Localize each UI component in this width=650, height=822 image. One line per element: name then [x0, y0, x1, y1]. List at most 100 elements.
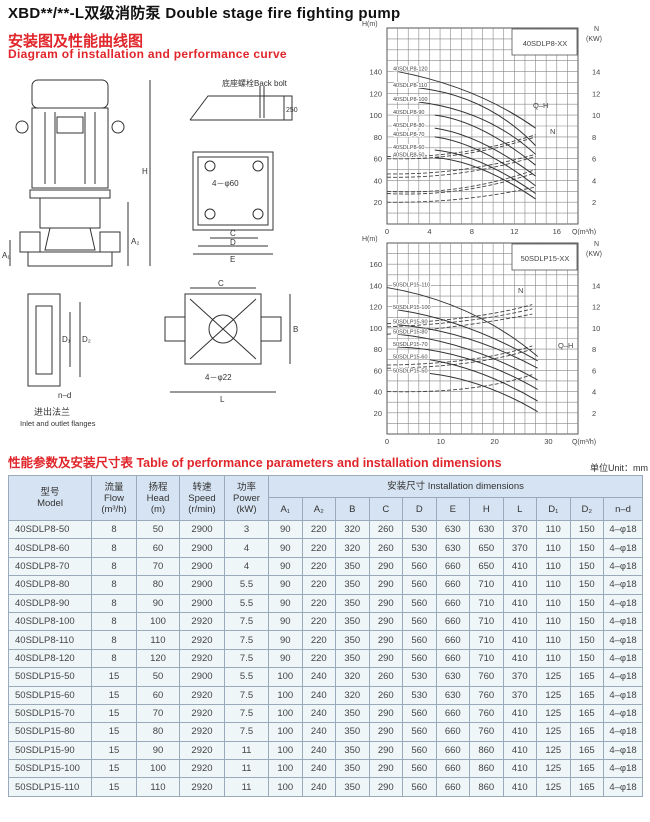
col-dim: D₂ [569, 497, 604, 521]
col-speed: 转速 Speed (r/min) [179, 475, 225, 521]
dim-A2: A₂ [131, 237, 139, 246]
cell: 4–φ18 [603, 703, 643, 724]
cell: 4–φ18 [603, 740, 643, 761]
cell: 15 [91, 722, 137, 742]
cell: 7.5 [224, 630, 269, 650]
table-row: 50SDLP15-60 15 60 2920 7.5 100 240 320 260 530 630… [8, 685, 643, 705]
x-axis-label: Q(m³/h) [572, 439, 596, 446]
cell: 5.5 [224, 575, 269, 595]
y2-axis-unit: (KW) [586, 251, 602, 258]
cell: 320 [335, 538, 370, 558]
cell: 90 [268, 556, 303, 577]
cell: 710 [469, 630, 504, 650]
cell: 4–φ18 [603, 630, 643, 650]
qh-curve [397, 346, 538, 390]
y-tick-label: 160 [369, 260, 382, 269]
cell-model: 40SDLP8-100 [8, 611, 92, 632]
col-head: 扬程 Head (m) [136, 475, 180, 521]
x-tick-label: 16 [553, 227, 561, 235]
table-row: 40SDLP8-90 8 90 2900 5.5 90 220 350 290 560 660 710… [8, 593, 643, 613]
table-row: 40SDLP8-100 8 100 2920 7.5 90 220 350 290 560 660 7… [8, 611, 643, 632]
cell: 150 [569, 575, 604, 595]
cell: 350 [335, 740, 370, 761]
curve-label: 40SDLP8-110 [393, 83, 427, 89]
qh-curve [434, 157, 536, 200]
cell: 165 [569, 667, 604, 687]
table-row: 50SDLP15-50 15 50 2900 5.5 100 240 320 260 530 630… [8, 667, 643, 687]
power-curve [386, 304, 533, 325]
x-tick-label: 20 [490, 437, 498, 446]
cell: 100 [268, 777, 303, 797]
cell: 15 [91, 703, 137, 724]
power-curve [386, 313, 533, 335]
dim-L: L [220, 395, 225, 404]
y2-tick-label: 8 [592, 345, 596, 354]
cell: 8 [91, 611, 137, 632]
cell: 70 [136, 556, 180, 577]
cell-model: 40SDLP8-110 [8, 630, 92, 650]
cell: 3 [224, 519, 269, 540]
cell: 710 [469, 611, 504, 632]
y2-axis-label: N [594, 241, 599, 248]
table-title: 性能参数及安装尺寸表 Table of performance paramete… [8, 456, 502, 470]
section-title-cn: 安装图及性能曲线图 [8, 33, 144, 50]
dim-D1: D₁ [62, 335, 71, 344]
cell: 5.5 [224, 667, 269, 687]
cell: 2900 [179, 538, 225, 558]
cell: 90 [268, 630, 303, 650]
cell: 165 [569, 740, 604, 761]
cell: 11 [224, 759, 269, 779]
curve-label: 40SDLP8-50 [393, 153, 425, 159]
cell: 4–φ18 [603, 575, 643, 595]
cell: 4–φ18 [603, 593, 643, 613]
cell: 290 [368, 575, 403, 595]
table-row: 50SDLP15-110 15 110 2920 11 100 240 350 290 560 66… [8, 777, 643, 797]
cell: 410 [502, 575, 537, 595]
cell: 290 [368, 611, 403, 632]
cell: 220 [301, 519, 336, 540]
cell: 630 [469, 519, 504, 540]
performance-chart-50sdlp15: 50SDLP15-XXH(m)N(KW)20406080100120140160… [362, 236, 602, 446]
cell: 11 [224, 740, 269, 761]
cell: 860 [469, 759, 504, 779]
cell: 100 [268, 722, 303, 742]
cell: 220 [301, 630, 336, 650]
y-tick-label: 120 [369, 303, 382, 312]
cell: 650 [469, 556, 504, 577]
power-curve [386, 345, 533, 366]
table-row: 40SDLP8-50 8 50 2900 3 90 220 320 260 530 630 630 37… [8, 519, 643, 540]
y2-tick-label: 14 [592, 68, 600, 77]
cell: 260 [368, 667, 403, 687]
depth-label: 250 [286, 107, 298, 114]
cell: 660 [435, 611, 470, 632]
cell: 5.5 [224, 593, 269, 613]
performance-table: 型号 Model 流量 Flow (m³/h) 扬程 Head (m) 转速 Speed (r… [8, 475, 643, 797]
flange-view [27, 293, 81, 387]
y2-tick-label: 14 [592, 281, 600, 290]
cell: 100 [136, 759, 180, 779]
x-tick-label: 0 [385, 437, 389, 446]
y-tick-label: 40 [374, 176, 382, 185]
cell: 110 [536, 538, 571, 558]
cell: 100 [268, 703, 303, 724]
curve-label: 40SDLP8-80 [393, 123, 425, 129]
cell: 80 [136, 722, 180, 742]
cell: 350 [335, 648, 370, 669]
cell: 240 [301, 777, 336, 797]
qh-curve [397, 333, 538, 381]
n-tag: N [518, 286, 523, 295]
y2-tick-label: 6 [592, 366, 596, 375]
cell: 165 [569, 759, 604, 779]
table-row: 40SDLP8-110 8 110 2920 7.5 90 220 350 290 560 660 7… [8, 630, 643, 650]
x-tick-label: 8 [470, 227, 474, 235]
curve-label: 40SDLP8-100 [393, 97, 428, 103]
back-bolt-label: 底座螺栓Back bolt [222, 78, 288, 88]
cell: 90 [268, 575, 303, 595]
table-row: 50SDLP15-100 15 100 2920 11 100 240 350 290 560 66… [8, 759, 643, 779]
cell: 370 [502, 685, 537, 705]
y-tick-label: 100 [369, 324, 382, 333]
cell: 860 [469, 777, 504, 797]
cell: 240 [301, 722, 336, 742]
foundation-section [189, 86, 293, 121]
cell: 100 [268, 759, 303, 779]
